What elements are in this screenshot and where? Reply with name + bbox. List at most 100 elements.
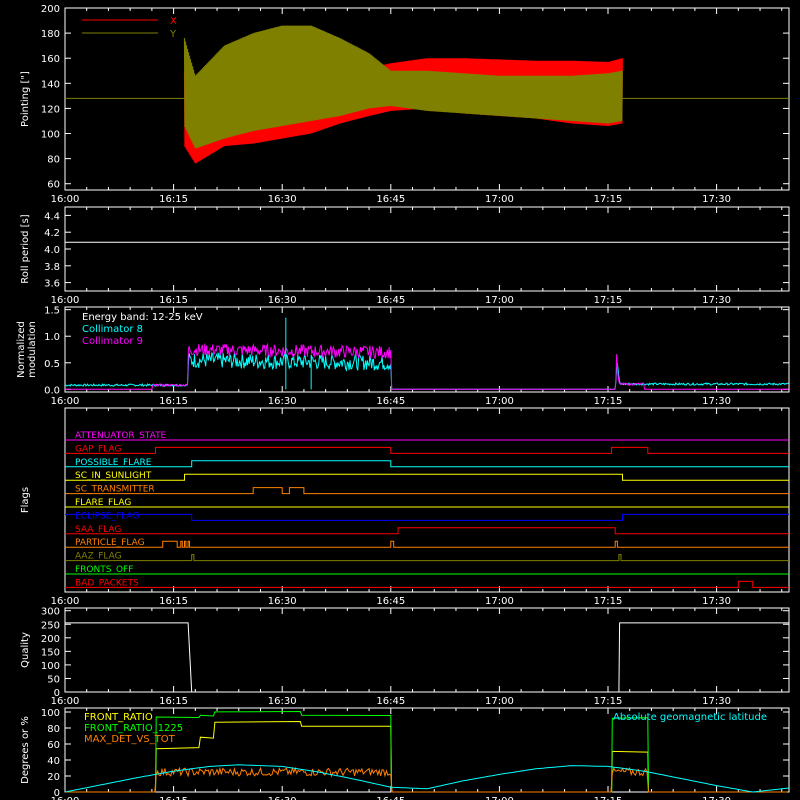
y-tick-label: 60 [47,740,60,751]
y-tick-label: 4.2 [44,228,60,239]
flag-label: GAP_FLAG [75,444,121,454]
x-tick-label: 16:00 [51,194,80,205]
y-tick-label: 1.5 [44,306,60,317]
x-tick-label: 17:15 [594,396,623,407]
flag-label: BAD_PACKETS [75,578,139,588]
x-tick-label: 17:00 [485,396,514,407]
x-tick-label: 16:15 [159,396,188,407]
x-tick-label: 17:30 [702,396,731,407]
x-tick-label: 16:15 [159,295,188,306]
y-axis-label: Degrees or % [20,716,31,784]
legend-label: Collimator 8 [82,324,143,335]
flag-line [65,527,789,535]
flag-line [65,460,789,468]
x-tick-label: 16:30 [268,295,297,306]
x-tick-label: 16:15 [159,596,188,607]
flag-label: POSSIBLE_FLARE [75,458,152,468]
y-tick-label: 100 [41,661,60,672]
x-tick-label: 16:45 [376,396,405,407]
legend-label: X [170,16,177,27]
x-tick-label: 16:00 [51,696,80,707]
y-tick-label: 140 [41,79,60,90]
y-tick-label: 20 [47,772,60,783]
legend-label: Y [169,29,177,40]
legend-label: FRONT_RATIO [84,712,153,723]
x-tick-label: 16:15 [159,696,188,707]
y-tick-label: 100 [41,708,60,719]
x-tick-label: 17:15 [594,796,623,800]
x-tick-label: 17:00 [485,696,514,707]
y-tick-label: 180 [41,29,60,40]
x-tick-label: 16:45 [376,696,405,707]
series-front-ratio-1225-line [155,710,649,793]
x-tick-label: 16:30 [268,796,297,800]
flag-label: ATTENUATOR_STATE [75,431,167,441]
y-tick-label: 200 [41,634,60,645]
x-tick-label: 17:15 [594,696,623,707]
series-absolute-geomagnetic-latitude-line [64,764,790,793]
flag-label: SAA_FLAG [75,525,121,535]
x-tick-label: 17:00 [485,596,514,607]
y-axis-label: Pointing ["] [20,71,31,127]
panel-pointing-frame [64,7,790,191]
x-tick-label: 16:30 [268,194,297,205]
x-tick-label: 16:30 [268,596,297,607]
x-tick-label: 17:15 [594,596,623,607]
y-tick-label: 4.0 [44,245,60,256]
y-tick-label: 80 [47,155,60,166]
legend-label: Energy band: 12-25 keV [82,312,203,323]
flag-line [65,513,789,521]
x-tick-label: 17:30 [702,596,731,607]
x-tick-label: 16:45 [376,295,405,306]
y-tick-label: 0.0 [44,385,60,396]
flag-line [65,446,789,454]
flag-label: FLARE_FLAG [75,498,131,508]
flag-label: PARTICLE_FLAG [75,538,145,548]
panel-flags-frame [64,407,790,593]
y-tick-label: 0.5 [44,359,60,370]
series-collimator-9-line [65,342,789,390]
x-tick-label: 16:00 [51,396,80,407]
flag-label: ECLIPSE_FLAG [75,511,139,521]
x-tick-label: 17:15 [594,194,623,205]
x-tick-label: 17:00 [485,796,514,800]
y-axis-label: Normalizedmodulation [16,321,38,378]
y-tick-label: 100 [41,130,60,141]
y-tick-label: 50 [47,674,60,685]
legend-label: MAX_DET_VS_TOT [84,734,176,745]
y-tick-label: 200 [41,4,60,15]
panel-quality-frame [64,607,790,693]
y-tick-label: 250 [41,620,60,631]
y-axis-label: Quality [20,632,31,668]
y-axis-label: Roll period [s] [20,214,31,283]
y-tick-label: 0 [54,688,60,699]
panel-modulation-frame [64,306,790,393]
legend-label: FRONT_RATIO_1225 [84,723,183,734]
x-tick-label: 16:45 [376,194,405,205]
x-tick-label: 16:15 [159,194,188,205]
x-tick-label: 17:00 [485,194,514,205]
x-tick-label: 17:15 [594,295,623,306]
flag-line [65,554,789,562]
x-tick-label: 16:00 [51,295,80,306]
flag-label: SC_TRANSMITTER [75,485,155,495]
flag-line [65,540,789,548]
series-y-line [183,25,623,149]
y-tick-label: 3.8 [44,262,60,273]
panel-roll_period-frame [64,206,790,292]
x-tick-label: 16:15 [159,796,188,800]
y-tick-label: 300 [41,607,60,618]
x-tick-label: 16:45 [376,796,405,800]
y-tick-label: 80 [47,724,60,735]
x-tick-label: 16:30 [268,396,297,407]
flag-line [65,487,789,495]
x-tick-label: 17:30 [702,796,731,800]
legend-label: Absolute geomagnetic latitude [613,712,767,723]
quality-line [65,622,789,693]
y-tick-label: 120 [41,104,60,115]
series-front-ratio-line [155,720,649,793]
y-tick-label: 1.0 [44,332,60,343]
series-max-det-vs-tot-line [65,766,788,793]
flag-line [65,473,789,481]
